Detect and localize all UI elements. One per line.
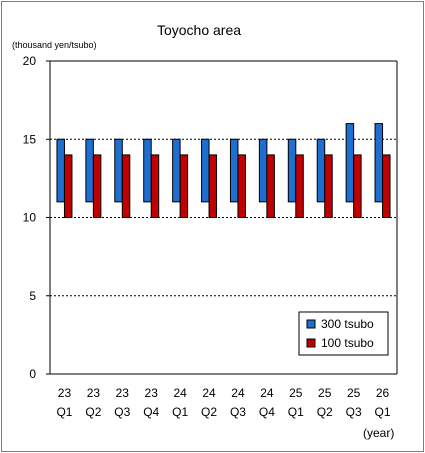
bar-series-1 xyxy=(287,138,297,203)
x-tick-label-year: 25 xyxy=(347,386,361,400)
y-tick-label: 0 xyxy=(29,367,36,381)
x-tick-label-quarter: Q4 xyxy=(259,405,275,419)
bar-series-1 xyxy=(56,138,65,203)
x-tick-labels: 23 Q1 23 Q2 23 Q3 23 Q4 24 Q1 24 Q2 24 Q3 24 Q4 25 Q1 25 Q2… xyxy=(56,386,390,419)
legend-swatch xyxy=(306,319,316,329)
x-tick-label-quarter: Q2 xyxy=(85,405,101,419)
x-tick-label-quarter: Q1 xyxy=(172,405,188,419)
axes xyxy=(46,60,398,375)
bar-series-1 xyxy=(172,138,181,203)
bar-series-1 xyxy=(143,138,152,203)
x-tick-label-quarter: Q1 xyxy=(288,405,304,419)
x-tick-label-year: 23 xyxy=(145,386,159,400)
legend-label: 100 tsubo xyxy=(321,336,374,350)
x-tick-label-year: 25 xyxy=(318,386,332,400)
bar-series-1 xyxy=(258,138,268,203)
bar-series-1 xyxy=(374,123,384,203)
bar-series-1 xyxy=(201,138,210,203)
bar-series-2 xyxy=(179,154,189,218)
x-tick-label-year: 23 xyxy=(87,386,101,400)
bar-series-2 xyxy=(150,154,160,218)
y-tick-labels: 0 5 10 15 20 xyxy=(23,54,37,381)
y-tick-label: 20 xyxy=(23,54,37,68)
y-tick-label: 15 xyxy=(23,132,37,146)
x-tick-label-quarter: Q2 xyxy=(317,405,333,419)
x-tick-label-year: 24 xyxy=(260,386,274,400)
bar-series-1 xyxy=(114,138,123,203)
x-tick-label-year: 25 xyxy=(289,386,303,400)
x-tick-label-year: 24 xyxy=(231,386,245,400)
legend-swatch xyxy=(306,338,316,348)
bar-series-1 xyxy=(229,138,239,203)
x-tick-label-year: 23 xyxy=(58,386,72,400)
bar-series-2 xyxy=(324,154,333,218)
bars xyxy=(56,123,391,218)
bar-series-2 xyxy=(266,154,275,218)
bar-series-2 xyxy=(382,154,391,218)
y-tick-label: 5 xyxy=(29,289,36,303)
chart-title: Toyocho area xyxy=(157,22,241,38)
x-tick-label-year: 24 xyxy=(173,386,187,400)
x-tick-label-quarter: Q3 xyxy=(346,405,362,419)
bar-series-2 xyxy=(121,154,131,218)
bar-series-1 xyxy=(316,138,326,203)
x-tick-label-quarter: Q3 xyxy=(114,405,130,419)
legend: 300 tsubo 100 tsubo xyxy=(298,311,389,356)
x-tick-label-year: 26 xyxy=(376,386,390,400)
y-tick-label: 10 xyxy=(23,211,37,225)
x-tick-label-quarter: Q1 xyxy=(56,405,72,419)
x-tick-label-quarter: Q4 xyxy=(143,405,159,419)
x-tick-label-quarter: Q1 xyxy=(375,405,391,419)
legend-box xyxy=(298,311,389,356)
y-axis-unit-label: (thousand yen/tsubo) xyxy=(12,40,97,50)
x-axis-unit-label: (year) xyxy=(363,426,394,440)
bar-series-2 xyxy=(353,154,362,218)
bar-series-1 xyxy=(345,123,355,203)
x-tick-label-year: 23 xyxy=(116,386,130,400)
bar-series-2 xyxy=(92,154,102,218)
legend-label: 300 tsubo xyxy=(321,317,374,331)
bar-series-2 xyxy=(295,154,304,218)
bar-series-2 xyxy=(237,154,246,218)
x-tick-label-quarter: Q2 xyxy=(201,405,217,419)
x-tick-label-year: 24 xyxy=(202,386,216,400)
bar-series-1 xyxy=(85,138,94,203)
bar-series-2 xyxy=(63,154,73,218)
bar-series-2 xyxy=(208,154,218,218)
x-tick-label-quarter: Q3 xyxy=(230,405,246,419)
